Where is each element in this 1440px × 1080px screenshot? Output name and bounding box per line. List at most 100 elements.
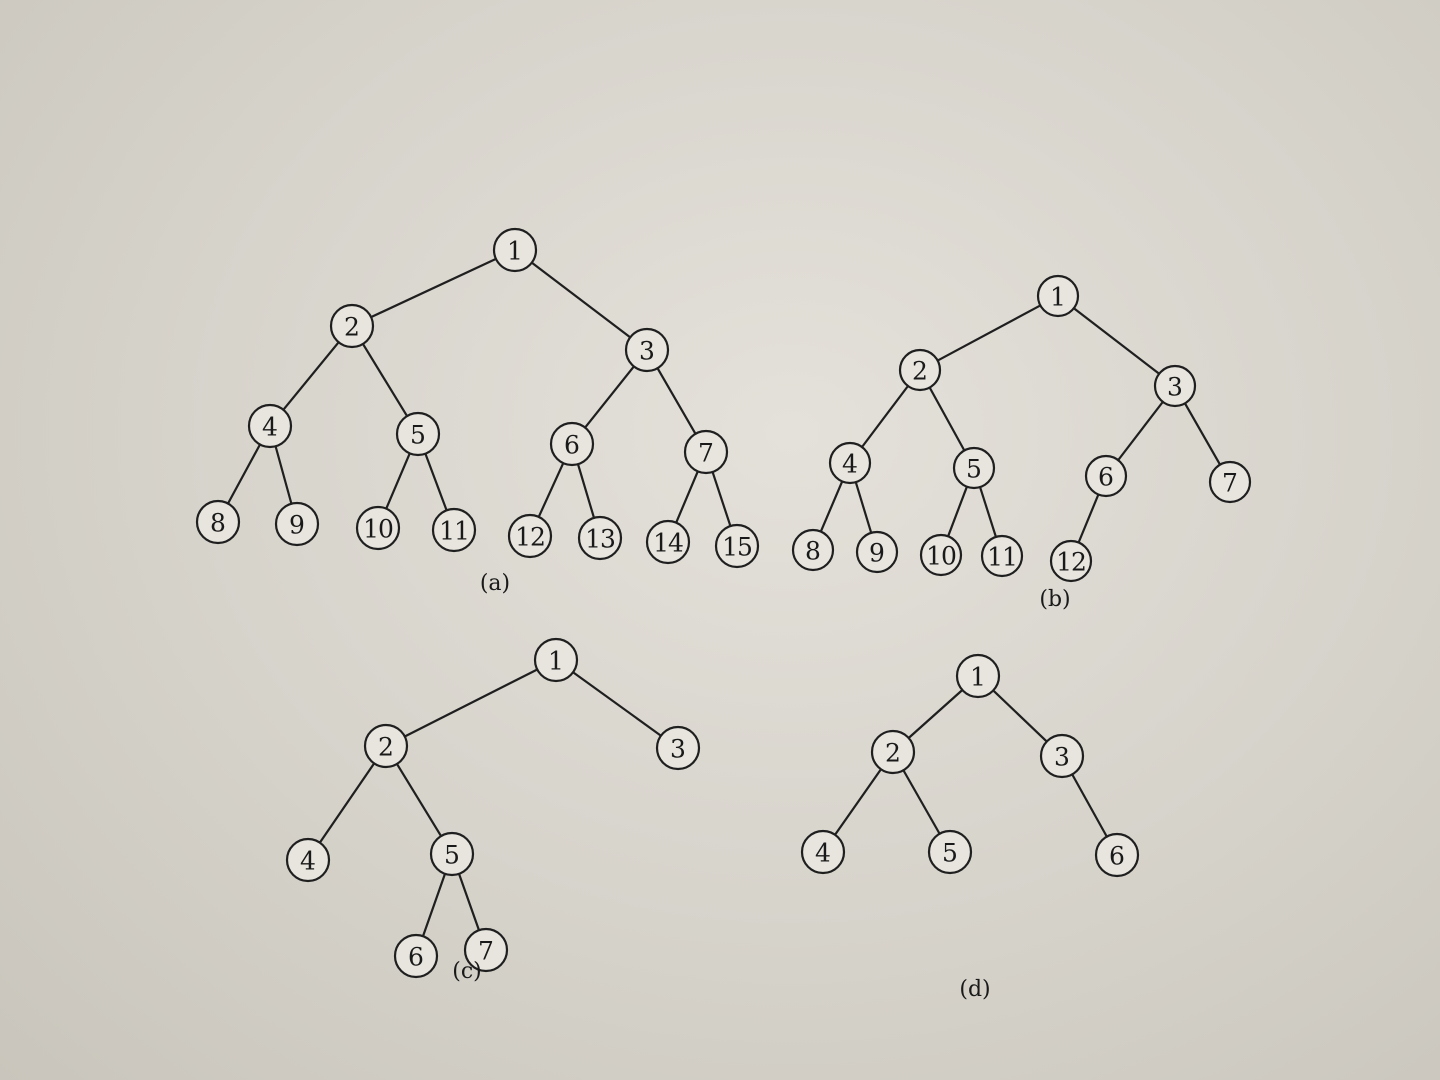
- node-circle: [1094, 832, 1140, 878]
- edge-1-2: [907, 689, 964, 739]
- edge-5-10: [947, 486, 968, 537]
- node-circle: [549, 421, 595, 467]
- node-label: 4: [300, 847, 316, 876]
- node-label: 2: [912, 357, 928, 386]
- node-circle: [645, 519, 691, 565]
- edge-7-15: [711, 471, 732, 527]
- node-label: 7: [478, 937, 494, 966]
- tree-node: 9: [274, 501, 320, 547]
- node-circle: [624, 327, 670, 373]
- edge-5-6: [421, 873, 447, 937]
- tree-node: 3: [1153, 364, 1197, 408]
- node-label: 3: [1167, 373, 1183, 402]
- tree-node: 1: [1036, 274, 1080, 318]
- tree-node: 6: [393, 933, 439, 979]
- edge-3-7: [656, 367, 697, 435]
- node-label: 2: [885, 739, 901, 768]
- node-circle: [355, 505, 401, 551]
- tree-node: 3: [1039, 733, 1085, 779]
- edge-5-7: [457, 873, 481, 931]
- tree-node: 5: [429, 831, 475, 877]
- tree-node: 8: [791, 528, 835, 572]
- node-circle: [1208, 460, 1252, 504]
- tree-node: 6: [1094, 832, 1140, 878]
- tree-node: 5: [927, 829, 973, 875]
- edge-3-6: [1117, 401, 1164, 461]
- node-circle: [363, 723, 409, 769]
- node-circle: [533, 637, 579, 683]
- node-circle: [492, 227, 538, 273]
- edge-6-12: [537, 462, 565, 518]
- node-circle: [195, 499, 241, 545]
- node-label: 4: [815, 839, 831, 868]
- node-label: 11: [439, 517, 469, 546]
- node-circle: [329, 303, 375, 349]
- tree-node: 10: [919, 533, 963, 577]
- node-circle: [431, 507, 477, 553]
- node-label: 3: [639, 337, 655, 366]
- node-label: 15: [722, 533, 752, 562]
- node-circle: [952, 446, 996, 490]
- edge-1-3: [531, 261, 631, 339]
- edge-2-5: [362, 343, 408, 417]
- node-label: 6: [564, 431, 580, 460]
- tree-c: 1 2 3 4 5 6 7(c): [285, 637, 701, 984]
- node-label: 7: [698, 439, 714, 468]
- node-circle: [285, 837, 331, 883]
- tree-node: 2: [363, 723, 409, 769]
- node-circle: [955, 653, 1001, 699]
- tree-node: 6: [549, 421, 595, 467]
- tree-node: 12: [507, 513, 553, 559]
- tree-node: 4: [828, 441, 872, 485]
- node-circle: [1036, 274, 1080, 318]
- tree-node: 1: [492, 227, 538, 273]
- tree-node: 10: [355, 505, 401, 551]
- node-label: 5: [966, 455, 982, 484]
- node-label: 13: [585, 525, 615, 554]
- node-circle: [870, 729, 916, 775]
- edge-4-9: [854, 481, 873, 534]
- node-circle: [393, 933, 439, 979]
- figure-caption: (c): [452, 959, 482, 984]
- node-circle: [683, 429, 729, 475]
- tree-node: 11: [980, 534, 1024, 578]
- node-circle: [927, 829, 973, 875]
- tree-d: 1 2 3 4 5 6 (d): [800, 653, 1140, 1002]
- node-label: 3: [1054, 743, 1070, 772]
- edge-3-6: [1071, 773, 1108, 838]
- node-label: 10: [926, 542, 956, 571]
- tree-node: 6: [1084, 454, 1128, 498]
- figure-caption: (a): [480, 571, 510, 596]
- node-label: 9: [869, 539, 885, 568]
- edge-2-4: [861, 385, 909, 448]
- edge-2-4: [318, 762, 376, 844]
- node-circle: [714, 523, 760, 569]
- node-label: 5: [410, 421, 426, 450]
- tree-node: 4: [247, 403, 293, 449]
- node-label: 6: [408, 943, 424, 972]
- tree-node: 4: [800, 829, 846, 875]
- node-label: 1: [507, 237, 523, 266]
- edge-7-14: [675, 470, 699, 524]
- tree-node: 11: [431, 507, 477, 553]
- node-label: 1: [548, 647, 564, 676]
- node-circle: [1039, 733, 1085, 779]
- node-label: 2: [378, 733, 394, 762]
- edge-1-2: [370, 257, 497, 319]
- figure-caption: (b): [1039, 587, 1070, 612]
- node-circle: [429, 831, 475, 877]
- node-circle: [463, 927, 509, 973]
- node-circle: [1084, 454, 1128, 498]
- edge-2-4: [834, 768, 882, 836]
- tree-node: 7: [683, 429, 729, 475]
- tree-node: 7: [1208, 460, 1252, 504]
- node-label: 12: [515, 523, 545, 552]
- node-label: 1: [1050, 283, 1066, 312]
- edge-5-11: [424, 453, 448, 511]
- node-label: 9: [289, 511, 305, 540]
- tree-node: 2: [898, 348, 942, 392]
- edge-1-2: [404, 668, 538, 738]
